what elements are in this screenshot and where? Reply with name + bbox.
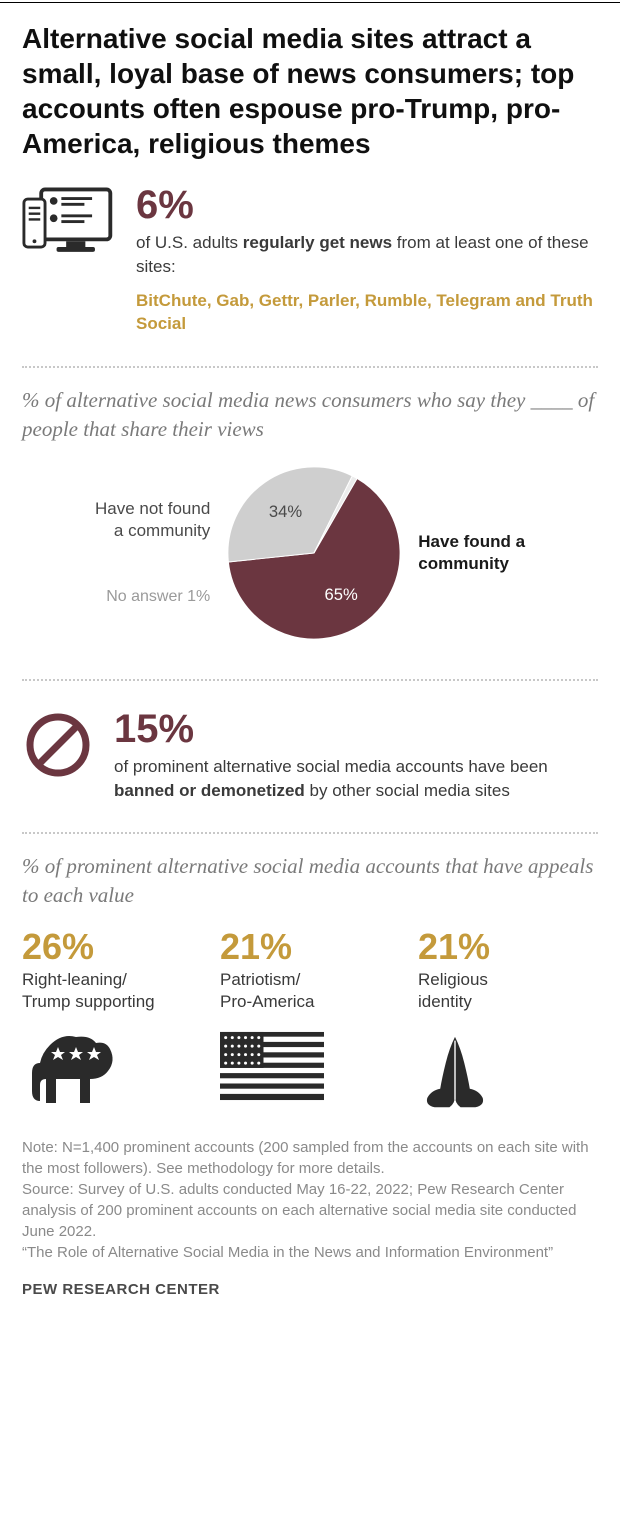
quote-text: “The Role of Alternative Social Media in… (22, 1242, 598, 1263)
infographic-container: Alternative social media sites attract a… (0, 2, 620, 1318)
pie-chart-block: Have not found a community No answer 1% … (22, 463, 598, 671)
pie-right-label: Have found a community (418, 531, 525, 575)
value-pct: 26% (22, 929, 202, 965)
value-label: Right-leaning/Trump supporting (22, 969, 202, 1015)
values-subhead: % of prominent alternative social media … (22, 852, 598, 909)
ban-icon (22, 709, 94, 786)
devices-icon (22, 185, 118, 336)
six-percent: 6% (136, 185, 598, 225)
footnotes: Note: N=1,400 prominent accounts (200 sa… (22, 1137, 598, 1263)
attribution: PEW RESEARCH CENTER (22, 1281, 598, 1298)
pie-chart: 65% 34% (224, 463, 404, 643)
fifteen-percent: 15% (114, 709, 598, 749)
pie-subhead: % of alternative social media news consu… (22, 386, 598, 443)
flag-icon (220, 1031, 400, 1113)
main-title: Alternative social media sites attract a… (22, 21, 598, 161)
pie-left-labels: Have not found a community No answer 1% (95, 498, 210, 607)
section-news-consumers: 6% of U.S. adults regularly get news fro… (22, 185, 598, 358)
value-item: 21% Patriotism/Pro-America (220, 929, 400, 1113)
value-item: 26% Right-leaning/Trump supporting (22, 929, 202, 1113)
value-label: Patriotism/Pro-America (220, 969, 400, 1015)
divider (22, 366, 598, 368)
stat-fifteen-percent: 15% of prominent alternative social medi… (114, 709, 598, 803)
sites-list: BitChute, Gab, Gettr, Parler, Rumble, Te… (136, 289, 598, 337)
fifteen-percent-desc: of prominent alternative social media ac… (114, 755, 598, 803)
value-pct: 21% (418, 929, 598, 965)
note-text: Note: N=1,400 prominent accounts (200 sa… (22, 1137, 598, 1179)
source-text: Source: Survey of U.S. adults conducted … (22, 1179, 598, 1242)
value-pct: 21% (220, 929, 400, 965)
svg-text:34%: 34% (269, 502, 302, 521)
values-row: 26% Right-leaning/Trump supporting 21% P… (22, 929, 598, 1137)
value-item: 21% Religiousidentity (418, 929, 598, 1113)
pray-icon (418, 1031, 598, 1113)
elephant-icon (22, 1031, 202, 1113)
svg-text:65%: 65% (325, 585, 358, 604)
divider (22, 832, 598, 834)
six-percent-desc: of U.S. adults regularly get news from a… (136, 231, 598, 279)
stat-six-percent: 6% of U.S. adults regularly get news fro… (136, 185, 598, 336)
value-label: Religiousidentity (418, 969, 598, 1015)
divider (22, 679, 598, 681)
section-banned: 15% of prominent alternative social medi… (22, 699, 598, 825)
